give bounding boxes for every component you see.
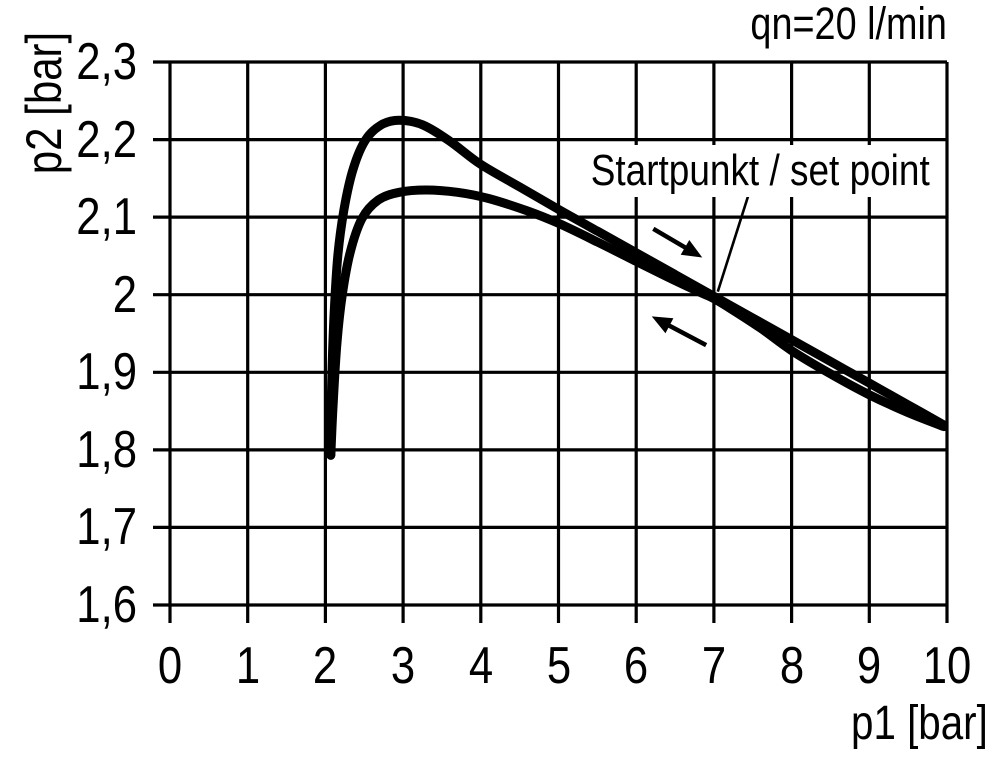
x-tick-label: 5 [546,637,571,695]
y-tick-label: 2,2 [76,110,137,169]
x-tick-label: 1 [235,637,260,695]
y-tick-label: 2,1 [76,188,137,247]
x-tick-label: 9 [857,637,882,695]
return-direction-arrow-icon [651,316,708,348]
x-tick-label: 3 [390,637,416,695]
chart-annotations [651,195,750,348]
x-tick-label: 0 [157,637,183,695]
flow-rate-label: qn=20 l/min [750,0,947,49]
y-tick-label: 2 [112,265,137,324]
return-stroke-curve [326,185,949,460]
set-point-pointer-line [716,195,750,293]
forward-direction-arrow-head [680,240,703,258]
y-tick-label: 2,3 [76,33,137,91]
x-tick-label: 4 [468,637,493,695]
y-tick-label: 1,8 [76,420,137,479]
return-direction-arrow-shaft [661,320,708,348]
x-tick-label: 2 [313,637,338,695]
forward-stroke-curve [326,115,949,460]
hysteresis-curves [326,115,949,460]
x-tick-label: 6 [624,637,649,695]
x-axis-title: p1 [bar] [851,697,988,750]
x-tick-label: 8 [779,637,804,695]
forward-direction-arrow-icon [652,226,703,258]
y-tick-label: 1,7 [76,498,137,557]
y-tick-label: 1,9 [76,343,137,402]
set-point-label: Startpunkt / set point [584,145,937,197]
x-tick-label: 10 [922,637,972,695]
x-tick-label: 7 [701,637,727,695]
y-tick-label: 1,6 [76,576,137,634]
return-direction-arrow-head [651,316,674,334]
